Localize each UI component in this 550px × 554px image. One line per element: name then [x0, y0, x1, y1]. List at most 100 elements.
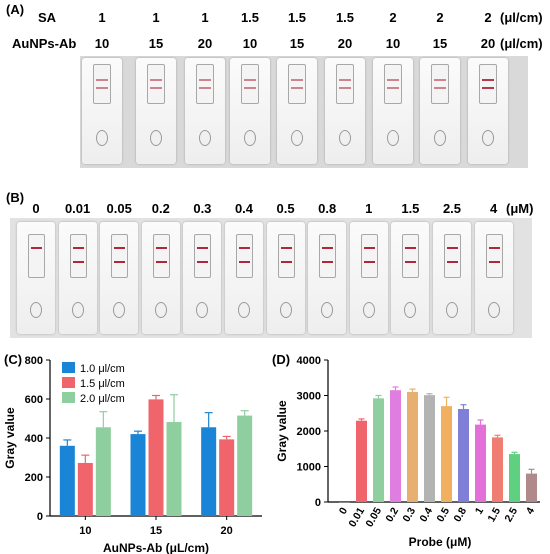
bar	[148, 399, 164, 516]
x-tick-label: 1.5	[485, 505, 503, 524]
sample-well	[196, 302, 209, 318]
panel-b-unit: (μM)	[506, 201, 534, 216]
ab-value: 10	[94, 36, 110, 51]
sample-well	[96, 130, 108, 146]
bar	[373, 398, 384, 502]
test-line	[197, 261, 209, 263]
sample-well	[446, 302, 458, 318]
strip-window	[444, 234, 461, 278]
sample-well	[387, 130, 399, 146]
bar	[526, 473, 537, 502]
bar	[407, 391, 418, 502]
test-line	[72, 261, 84, 263]
control-line	[447, 247, 458, 249]
test-strip	[141, 222, 180, 334]
strip-window	[28, 234, 45, 278]
test-strip	[308, 222, 347, 334]
control-line	[405, 247, 417, 249]
test-strip	[230, 58, 270, 164]
strip-line	[387, 87, 399, 89]
probe-concentration: 0.2	[151, 201, 170, 216]
test-strip	[185, 58, 225, 164]
control-line	[114, 247, 126, 249]
sample-well	[434, 130, 446, 146]
x-tick-label: 0.4	[417, 505, 435, 524]
sa-value: 1	[98, 10, 106, 25]
probe-concentration: 0.3	[193, 201, 212, 216]
x-tick-label: 0.01	[346, 505, 367, 529]
ab-value: 20	[337, 36, 353, 51]
sample-well	[244, 130, 256, 146]
ab-value: 15	[148, 36, 164, 51]
bar	[390, 390, 401, 502]
probe-concentration: 0.5	[276, 201, 295, 216]
sample-well	[199, 130, 211, 146]
probe-concentration: 1.5	[401, 201, 420, 216]
y-tick-label: 4000	[297, 355, 321, 367]
strip-window	[360, 234, 378, 278]
panel-a-unit-row1: (μl/cm)	[500, 10, 543, 25]
legend-label: 1.0 μl/cm	[80, 363, 125, 375]
legend-swatch	[62, 392, 75, 403]
strip-line	[339, 79, 351, 81]
strip-window	[384, 64, 402, 104]
test-strip	[136, 58, 176, 164]
test-strip	[468, 58, 508, 164]
panel-a-photo	[80, 56, 528, 168]
bar	[237, 415, 253, 516]
strip-line	[96, 79, 108, 81]
test-line	[280, 261, 292, 263]
test-strip	[349, 222, 388, 334]
strip-line	[434, 87, 446, 89]
bar	[59, 445, 75, 516]
ab-value: 10	[242, 36, 258, 51]
panel-a-label: (A)	[6, 2, 25, 17]
y-axis-label: Gray value	[275, 400, 289, 462]
bar	[77, 462, 93, 516]
y-axis-label: Gray value	[3, 407, 17, 469]
strip-window	[196, 64, 214, 104]
y-tick-label: 3000	[297, 391, 321, 403]
bar	[458, 408, 469, 502]
y-tick-label: 200	[25, 472, 43, 484]
sample-well	[154, 302, 167, 318]
probe-concentration: 0.8	[318, 201, 337, 216]
panel-b-photo	[10, 218, 532, 338]
x-tick-label: 10	[79, 525, 91, 537]
strip-window	[479, 64, 497, 104]
strip-window	[277, 234, 295, 278]
strip-line	[482, 79, 494, 81]
strip-window	[241, 64, 259, 104]
strip-line	[482, 87, 494, 89]
sample-well	[30, 302, 42, 318]
x-tick-label: 0.8	[451, 505, 469, 524]
ab-value: 20	[197, 36, 213, 51]
test-strip	[391, 222, 430, 334]
test-strip	[58, 222, 97, 334]
sample-well	[339, 130, 351, 146]
x-tick-label: 4	[524, 505, 537, 516]
sa-value: 2	[484, 10, 492, 25]
test-line	[114, 261, 126, 263]
strip-line	[291, 87, 303, 89]
test-strip	[277, 58, 317, 164]
control-line	[72, 247, 84, 249]
legend-label: 2.0 μl/cm	[80, 393, 125, 405]
strip-line	[199, 87, 211, 89]
bar	[424, 395, 435, 502]
bar	[339, 502, 350, 503]
probe-concentration: 0.05	[106, 201, 132, 216]
ab-row-title: AuNPs-Ab	[12, 36, 77, 51]
bar	[492, 437, 503, 502]
y-tick-label: 400	[25, 433, 43, 445]
test-strip	[325, 58, 365, 164]
x-axis-label: Probe (μM)	[409, 535, 472, 549]
test-strip	[82, 58, 122, 164]
y-tick-label: 600	[25, 394, 43, 406]
sample-well	[113, 302, 126, 318]
control-line	[488, 247, 500, 249]
sa-value: 1	[201, 10, 209, 25]
panel-c-label: (C)	[4, 352, 23, 367]
strip-line	[291, 79, 303, 81]
